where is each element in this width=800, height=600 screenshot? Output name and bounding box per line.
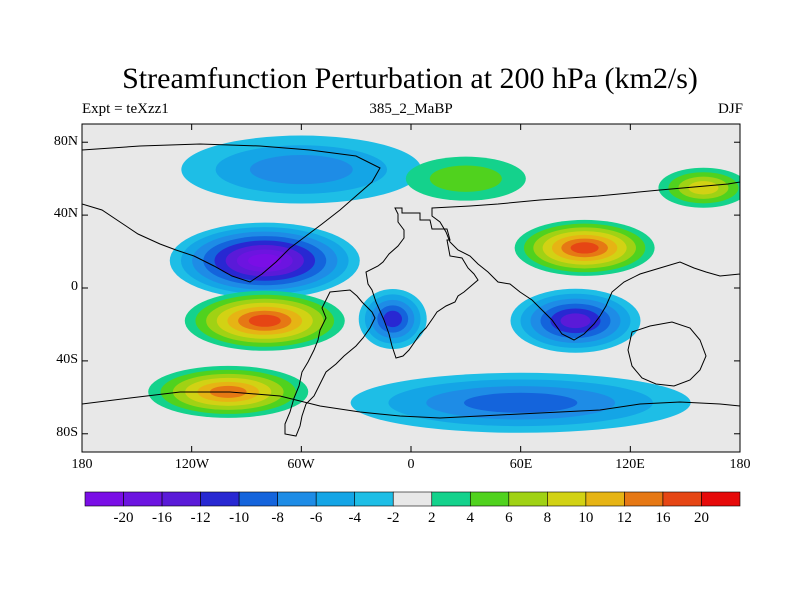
- colorbar-swatch: [277, 491, 317, 507]
- contour-band: [560, 313, 591, 329]
- case-label: 385_2_MaBP: [369, 101, 453, 117]
- colorbar-swatch: [238, 491, 278, 507]
- coastline-australia: [627, 321, 707, 387]
- lat-tick-label: 0: [71, 279, 78, 294]
- axis-ticks: [81, 124, 741, 452]
- colorbar-label: 20: [693, 510, 709, 526]
- colorbar-swatch: [200, 491, 240, 507]
- colorbar-label: -20: [113, 510, 134, 526]
- lat-tick-label: 40N: [53, 206, 78, 221]
- colorbar-swatch: [508, 491, 548, 507]
- contour-band: [249, 154, 353, 185]
- colorbar-swatch: [123, 491, 163, 507]
- colorbar-swatch: [431, 491, 471, 507]
- lon-tick-label: 120W: [174, 457, 210, 472]
- colorbar-swatch: [469, 491, 510, 507]
- colorbar-label: 4: [466, 510, 475, 526]
- contour-band: [248, 253, 282, 268]
- colorbar-label: 8: [543, 510, 552, 526]
- contour-band: [570, 242, 599, 254]
- lat-tick-label: 40S: [56, 352, 78, 367]
- colorbar-label: 12: [616, 510, 632, 526]
- colorbar-swatch: [701, 491, 741, 507]
- lon-tick-label: 0: [407, 457, 415, 472]
- colorbar-swatch: [662, 491, 702, 507]
- contour-band: [383, 310, 402, 328]
- contour-band: [248, 314, 281, 327]
- colorbar-label: -2: [386, 510, 400, 526]
- colorbar-swatch: [161, 491, 201, 507]
- coastline-africa: [365, 207, 479, 359]
- colorbar-swatch: [354, 491, 394, 507]
- colorbar-label: 2: [428, 510, 436, 526]
- lon-tick-label: 180: [71, 457, 93, 472]
- colorbar-swatch: [547, 491, 587, 507]
- colorbar: [84, 491, 741, 507]
- colorbar-label: 10: [578, 510, 594, 526]
- colorbar-label: -8: [271, 510, 284, 526]
- contour-band: [429, 165, 502, 192]
- colorbar-label: 16: [655, 510, 671, 526]
- contour-band: [688, 181, 719, 195]
- coastline-south-america: [284, 289, 376, 437]
- colorbar-label: -6: [309, 510, 323, 526]
- season-label: DJF: [717, 101, 743, 117]
- lat-tick-label: 80N: [53, 134, 78, 149]
- colorbar-swatch: [315, 491, 356, 507]
- lat-tick-label: 80S: [56, 425, 78, 440]
- coastline-outlines: [82, 143, 740, 437]
- colorbar-label: -16: [152, 510, 173, 526]
- coastline-antarctica: [82, 391, 740, 419]
- contour-band: [464, 392, 578, 413]
- lon-tick-label: 120E: [615, 457, 645, 472]
- colorbar-swatch: [392, 491, 433, 507]
- coastline-eurasia: [431, 181, 740, 341]
- colorbar-swatch: [585, 491, 625, 507]
- colorbar-label: -12: [190, 510, 211, 526]
- colorbar-label: 6: [505, 510, 513, 526]
- lon-tick-label: 60E: [509, 457, 533, 472]
- experiment-label: Expt = teXzz1: [82, 101, 169, 117]
- coastline-north-america: [82, 143, 381, 283]
- colorbar-label: -4: [348, 510, 361, 526]
- lon-tick-label: 180: [729, 457, 751, 472]
- colorbar-swatch: [624, 491, 664, 507]
- lon-tick-label: 60W: [287, 457, 315, 472]
- colorbar-label: -10: [229, 510, 250, 526]
- map-title: Streamfunction Perturbation at 200 hPa (…: [122, 62, 698, 95]
- colorbar-swatch: [84, 491, 124, 507]
